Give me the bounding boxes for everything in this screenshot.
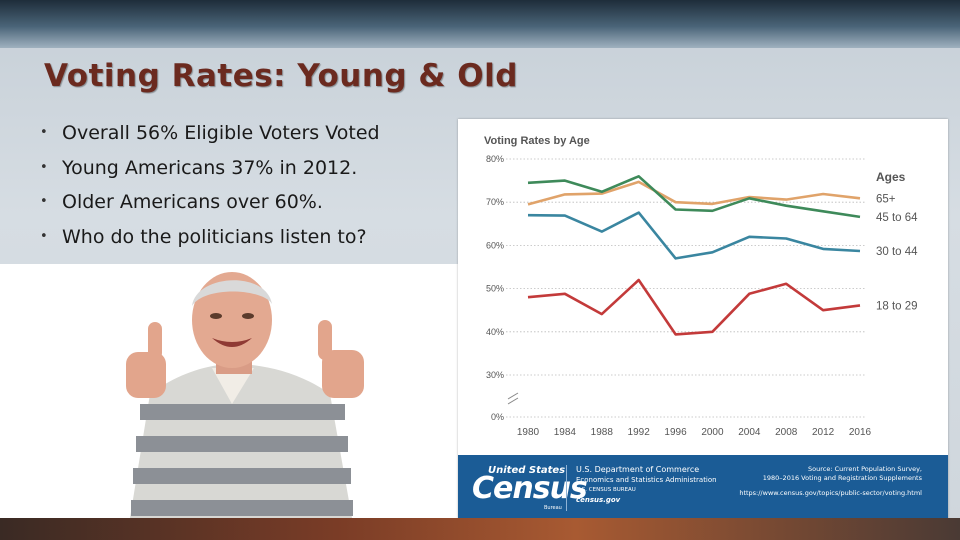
chart-title: Voting Rates by Age	[484, 135, 590, 147]
series-line-45-to-64	[527, 174, 861, 219]
y-tick-label: 0%	[491, 412, 504, 422]
source-line-2: 1980–2016 Voting and Registration Supple…	[762, 474, 922, 482]
y-tick-label: 40%	[486, 327, 504, 337]
bullet-text: Who do the politicians listen to?	[62, 225, 367, 248]
series-line-65	[527, 180, 861, 206]
y-tick-label: 30%	[486, 370, 504, 380]
axis-break-mark	[507, 392, 519, 400]
dept-line-1: U.S. Department of Commerce	[576, 465, 700, 474]
bullet-text: Young Americans 37% in 2012.	[62, 156, 358, 179]
hair	[192, 280, 272, 306]
legend-label: 18 to 29	[876, 300, 918, 312]
agency-small-text: United States	[488, 465, 566, 476]
series-line-30-to-44	[527, 211, 861, 260]
bullet-dot-icon: •	[40, 125, 48, 140]
bullet-item: • Older Americans over 60%.	[40, 187, 380, 222]
bullet-list: • Overall 56% Eligible Voters Voted • Youn…	[40, 118, 380, 256]
x-tick-label: 2012	[812, 427, 835, 438]
x-tick-label: 1992	[628, 427, 651, 438]
x-tick-label: 2016	[849, 427, 872, 438]
department-info: U.S. Department of Commerce Economics an…	[576, 465, 717, 505]
legend-label: 45 to 64	[876, 212, 918, 224]
top-band	[0, 0, 960, 48]
agency-bureau-text: Bureau	[544, 505, 562, 511]
y-tick-label: 50%	[486, 284, 504, 294]
bullet-dot-icon: •	[40, 228, 48, 244]
y-tick-label: 60%	[486, 240, 504, 250]
bullet-text: Older Americans over 60%.	[62, 191, 323, 213]
x-tick-label: 2000	[701, 427, 724, 438]
slide-title: Voting Rates: Young & Old	[44, 58, 518, 94]
bullet-item: • Overall 56% Eligible Voters Voted	[40, 118, 380, 153]
y-tick-label: 70%	[486, 197, 504, 207]
elderly-man-thumbs-up-photo	[0, 264, 458, 518]
x-tick-label: 1984	[554, 427, 577, 438]
bullet-item: • Who do the politicians listen to?	[40, 222, 380, 257]
census-logo: Census	[472, 471, 588, 506]
legend-label: 30 to 44	[876, 246, 918, 258]
bullet-dot-icon: •	[40, 194, 48, 209]
x-tick-label: 2008	[775, 427, 798, 438]
dept-line-2: Economics and Statistics Administration	[576, 476, 717, 484]
left-thumb-up-hand	[126, 322, 166, 398]
legend-label: 65+	[876, 193, 896, 205]
voting-rates-chart: Voting Rates by Age Ages 0% 30% 40% 50% 60% 7…	[484, 135, 918, 438]
source-url-link[interactable]: https://www.census.gov/topics/public-sec…	[739, 489, 922, 497]
census-footer: United States Census Bureau U.S. Departm…	[458, 455, 948, 520]
source-line-1: Source: Current Population Survey,	[808, 465, 922, 473]
axis-break-mark	[507, 397, 519, 405]
sweater	[130, 364, 353, 518]
x-tick-label: 2004	[738, 427, 761, 438]
x-tick-label: 1996	[664, 427, 687, 438]
shirt-collar	[212, 368, 254, 404]
y-tick-label: 80%	[486, 154, 504, 164]
chart-card: Voting Rates by Age Ages 0% 30% 40% 50% 60% 7…	[458, 119, 948, 520]
x-tick-label: 1988	[591, 427, 614, 438]
bullet-text: Overall 56% Eligible Voters Voted	[62, 122, 380, 144]
census-gov-link[interactable]: census.gov	[576, 496, 621, 504]
footer-divider	[566, 465, 567, 511]
bullet-item: • Young Americans 37% in 2012.	[40, 153, 380, 188]
bottom-band	[0, 518, 960, 540]
dept-line-3: U.S. CENSUS BUREAU	[576, 487, 636, 493]
x-tick-label: 1980	[517, 427, 540, 438]
legend-title: Ages	[876, 170, 906, 184]
face	[192, 272, 272, 368]
source-note: Source: Current Population Survey, 1980–…	[763, 465, 922, 483]
series-line-18-to-29	[527, 278, 861, 336]
right-thumb-up-hand	[318, 320, 364, 398]
bullet-dot-icon: •	[40, 159, 48, 175]
